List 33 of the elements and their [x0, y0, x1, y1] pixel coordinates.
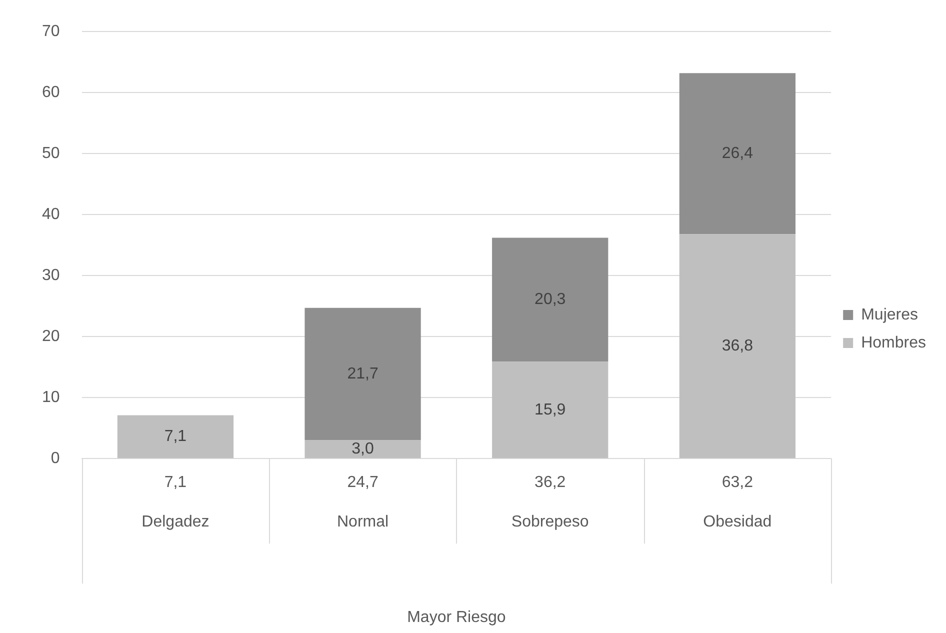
x-axis-title: Mayor Riesgo	[407, 608, 506, 626]
y-tick-label: 20	[42, 328, 60, 346]
data-label: 21,7	[347, 366, 378, 383]
bar	[304, 440, 421, 458]
total-label: 7,1	[164, 474, 187, 492]
x-tick-label: Obesidad	[703, 514, 772, 531]
total-label: 24,7	[347, 474, 378, 492]
y-tick-label: 60	[42, 84, 60, 102]
legend-label: Mujeres	[861, 306, 918, 324]
legend-label: Hombres	[861, 334, 926, 352]
total-label: 63,2	[722, 474, 754, 492]
bar	[492, 238, 608, 362]
data-label: 36,8	[722, 338, 754, 355]
data-label: 15,9	[534, 401, 566, 418]
data-label: 3,0	[352, 440, 374, 458]
bar	[679, 73, 796, 234]
y-tick-label: 50	[42, 145, 60, 162]
y-tick-label: 0	[50, 450, 60, 468]
bar	[679, 234, 796, 458]
data-label: 7,1	[164, 428, 187, 446]
x-tick-label: Delgadez	[142, 514, 210, 531]
data-label: 20,3	[534, 291, 566, 308]
bar	[304, 308, 421, 440]
y-tick-label: 70	[42, 23, 60, 40]
total-label: 36,2	[534, 474, 566, 492]
y-tick-label: 40	[42, 206, 60, 224]
data-label: 26,4	[722, 145, 754, 162]
bar	[492, 362, 608, 458]
bar	[117, 415, 234, 458]
x-tick-label: Sobrepeso	[511, 514, 589, 531]
y-tick-label: 10	[42, 389, 60, 406]
y-tick-label: 30	[42, 267, 60, 284]
x-tick-label: Normal	[337, 514, 389, 531]
